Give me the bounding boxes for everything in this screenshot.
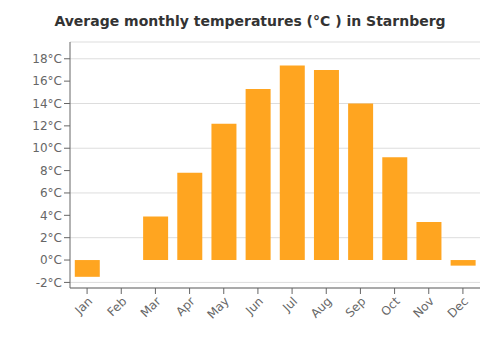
svg-text:Aug: Aug — [308, 294, 334, 320]
svg-text:Jul: Jul — [279, 294, 300, 315]
svg-text:Jun: Jun — [242, 294, 266, 318]
svg-text:2°C: 2°C — [40, 231, 62, 245]
svg-text:12°C: 12°C — [32, 119, 62, 133]
svg-text:10°C: 10°C — [32, 141, 62, 155]
svg-text:-2°C: -2°C — [36, 276, 62, 290]
svg-text:Dec: Dec — [445, 294, 471, 320]
svg-text:6°C: 6°C — [40, 186, 62, 200]
svg-text:May: May — [204, 294, 231, 321]
svg-text:Nov: Nov — [410, 294, 436, 320]
svg-text:Apr: Apr — [173, 294, 198, 319]
svg-text:8°C: 8°C — [40, 164, 62, 178]
svg-text:18°C: 18°C — [32, 52, 62, 66]
svg-text:Oct: Oct — [378, 294, 403, 319]
svg-text:0°C: 0°C — [40, 253, 62, 267]
svg-text:Feb: Feb — [104, 294, 129, 319]
html-text:Average monthly temperatures (: Average monthly temperatures (°C ) in St… — [54, 13, 446, 29]
svg-text:14°C: 14°C — [32, 97, 62, 111]
svg-text:Sep: Sep — [343, 294, 369, 320]
svg-text:Jan: Jan — [72, 294, 96, 318]
svg-text:4°C: 4°C — [40, 209, 62, 223]
svg-text:Mar: Mar — [138, 294, 164, 320]
svg-text:16°C: 16°C — [32, 74, 62, 88]
